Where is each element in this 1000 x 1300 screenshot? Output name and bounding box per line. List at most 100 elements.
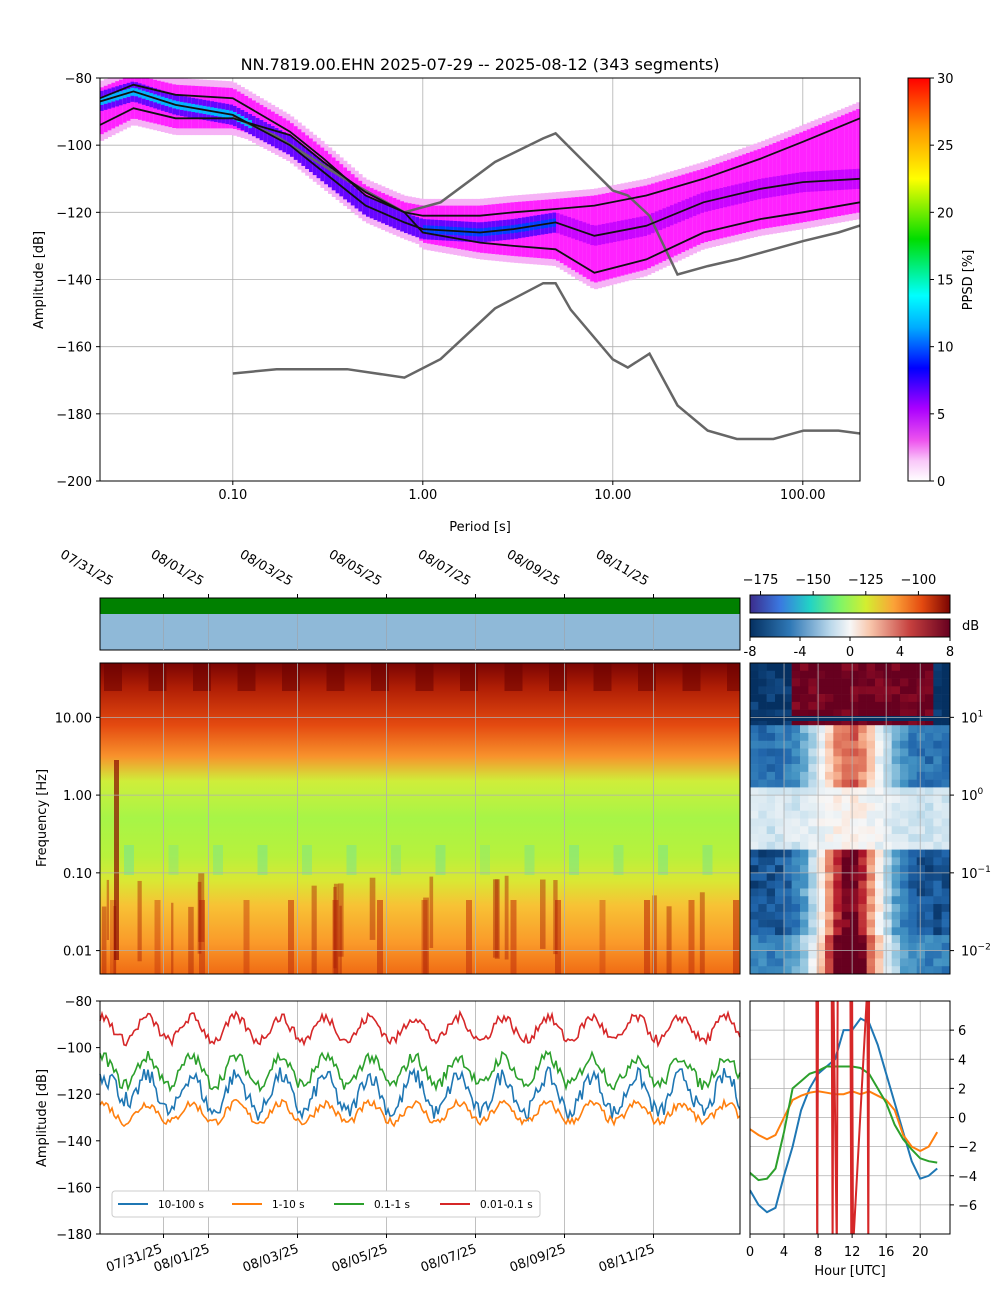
daily-deviation-cell: [833, 911, 842, 920]
daily-deviation-cell: [925, 872, 934, 881]
daily-deviation-cell: [883, 904, 892, 913]
spectrogram-daily-band: [346, 845, 357, 875]
daily-deviation-cell: [766, 810, 776, 819]
spectrogram-spike: [198, 873, 205, 942]
daily-deviation-cell: [775, 896, 784, 905]
hourly-deviation-xtick-label: 4: [780, 1245, 788, 1260]
ppsd-density-cell: [856, 109, 860, 213]
daily-deviation-cell: [750, 942, 759, 951]
daily-deviation-cell: [766, 694, 776, 703]
daily-deviation-cell: [833, 740, 842, 749]
ppsd-xtick-label: 0.10: [218, 488, 247, 503]
daily-deviation-cell: [941, 764, 951, 773]
daily-deviation-cell: [925, 904, 934, 913]
daily-deviation-cell: [925, 942, 934, 951]
daily-deviation-cell: [866, 725, 876, 734]
daily-deviation-cell: [750, 678, 759, 687]
ppsd-percentile-mode-line: [100, 90, 860, 237]
daily-deviation-cell: [858, 942, 867, 951]
daily-deviation-cell: [775, 717, 784, 726]
spectrogram-spike: [101, 906, 107, 974]
daily-deviation-cell: [883, 818, 892, 827]
daily-deviation-cell: [783, 888, 792, 897]
daily-deviation-cell: [800, 717, 809, 726]
daily-deviation-cell: [891, 880, 901, 889]
spectrogram-grid: [100, 663, 740, 974]
daily-deviation-cell: [808, 919, 817, 928]
daily-deviation-cell: [858, 717, 867, 726]
band-timeseries-ytick-label: −160: [56, 1181, 92, 1196]
daily-deviation-cell: [816, 857, 826, 866]
daily-deviation-cell: [825, 888, 834, 897]
daily-deviation-cell: [900, 787, 909, 796]
daily-deviation-cell: [900, 935, 909, 944]
daily-deviation-cell: [925, 950, 934, 959]
daily-deviation-cell: [841, 888, 851, 897]
daily-deviation-cell: [791, 779, 801, 788]
daily-deviation-cell: [750, 686, 759, 695]
spectrogram-spike: [197, 881, 202, 954]
daily-deviation-cell: [750, 663, 759, 672]
daily-deviation-cell: [833, 950, 842, 959]
daily-deviation-cell: [766, 709, 776, 718]
spectrogram-daily-band: [510, 900, 517, 974]
daily-deviation-cell: [891, 872, 901, 881]
daily-deviation-cell: [933, 950, 942, 959]
daily-deviation-cell: [791, 795, 801, 804]
daily-deviation-cell: [800, 950, 809, 959]
daily-deviation-cell: [758, 935, 767, 944]
daily-deviation-cell: [883, 888, 892, 897]
daily-deviation-cell: [800, 771, 809, 780]
daily-deviation-cell: [841, 927, 851, 936]
daily-deviation-cell: [908, 872, 917, 881]
ppsd-density-cell: [833, 118, 838, 217]
daily-deviation-cell: [758, 966, 767, 975]
spectrogram-daily-band: [377, 900, 383, 974]
daily-deviation-cell: [825, 787, 834, 796]
daily-deviation-cell: [758, 911, 767, 920]
daily-deviation-cell: [775, 919, 784, 928]
daily-deviation-cell: [750, 810, 759, 819]
daily-deviation-cell: [941, 678, 951, 687]
band-timeseries-frame: [99, 1000, 741, 1235]
daily-deviation-cell: [800, 748, 809, 757]
daily-deviation-cell: [816, 826, 826, 835]
daily-deviation-cell: [808, 810, 817, 819]
daily-deviation-cell: [825, 810, 834, 819]
daily-deviation-cell: [850, 678, 859, 687]
daily-deviation-cell: [866, 802, 876, 812]
daily-deviation-cell: [766, 663, 776, 672]
daily-deviation-cell: [758, 756, 767, 765]
spectrogram-ytick-label: 1.00: [63, 789, 92, 804]
daily-deviation-cell: [941, 694, 951, 703]
daily-deviation-cell: [866, 904, 876, 913]
daily-deviation-cell: [875, 857, 884, 866]
daily-deviation-cell: [941, 663, 951, 672]
daily-deviation-cell: [783, 818, 792, 827]
daily-deviation-cell: [925, 834, 934, 843]
daily-deviation-cell: [808, 958, 817, 967]
daily-deviation-cell: [808, 911, 817, 920]
daily-deviation-cell: [900, 709, 909, 718]
daily-deviation-cell: [933, 857, 942, 866]
daily-deviation-cell: [841, 740, 851, 749]
daily-deviation-cell: [775, 872, 784, 881]
daily-deviation-cell: [883, 756, 892, 765]
daily-deviation-cell: [750, 732, 759, 742]
daily-deviation-cell: [883, 927, 892, 936]
daily-deviation-cell: [791, 663, 801, 672]
daily-deviation-cell: [758, 709, 767, 718]
daily-deviation-cell: [766, 865, 776, 874]
daily-deviation-cell: [866, 911, 876, 920]
daily-deviation-cell: [866, 927, 876, 936]
daily-deviation-cell: [875, 740, 884, 749]
ppsd-ytick-label: −200: [56, 475, 92, 490]
daily-deviation-cell: [750, 771, 759, 780]
daily-deviation-cell: [916, 787, 926, 796]
daily-deviation-cell: [783, 663, 792, 672]
daily-deviation-cell: [825, 904, 834, 913]
daily-deviation-cell: [883, 896, 892, 905]
daily-deviation-cell: [800, 678, 809, 687]
ppsd-colorbar-tick-label: 5: [937, 408, 945, 423]
daily-deviation-cell: [858, 849, 867, 858]
